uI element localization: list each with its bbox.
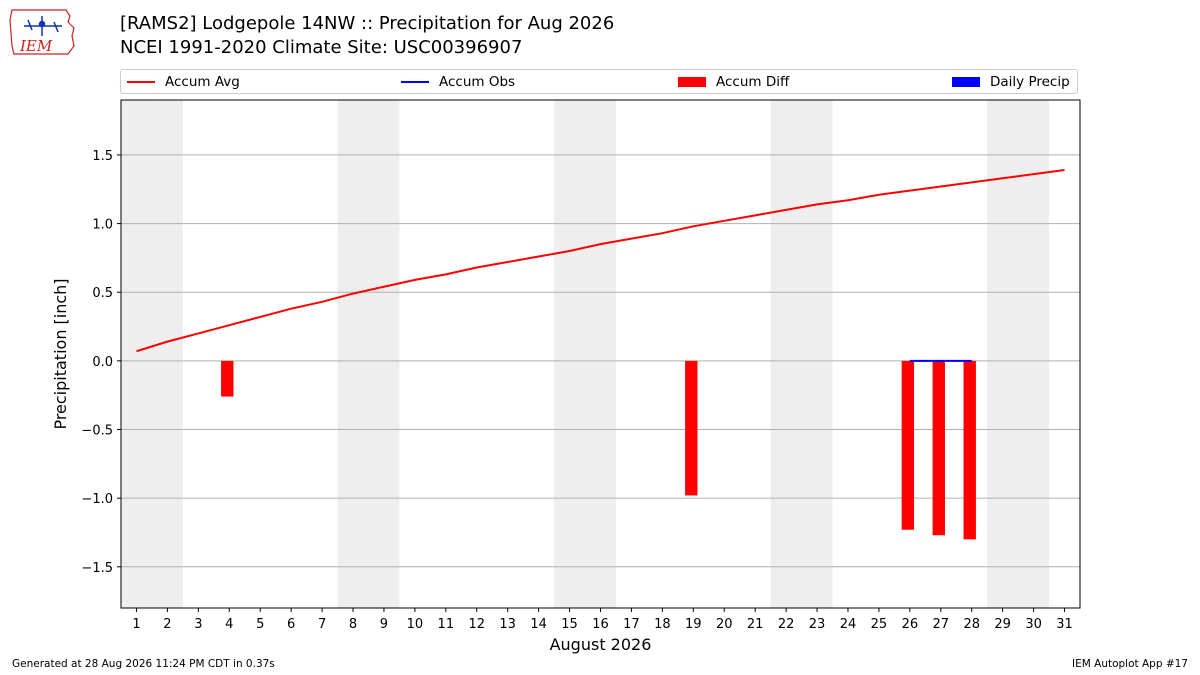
weather-station-icon — [24, 16, 62, 36]
x-tick-label: 7 — [318, 617, 326, 632]
x-tick-label: 16 — [592, 617, 609, 632]
y-tick-label: 0.5 — [92, 286, 113, 301]
generated-timestamp: Generated at 28 Aug 2026 11:24 PM CDT in… — [12, 658, 275, 670]
chart-title: [RAMS2] Lodgepole 14NW :: Precipitation … — [120, 13, 615, 34]
x-tick-label: 1 — [132, 617, 140, 632]
y-tick-label: −1.5 — [81, 561, 113, 576]
y-tick-label: −0.5 — [81, 424, 113, 439]
legend-label-accum-obs: Accum Obs — [439, 74, 516, 90]
logo-text: IEM — [19, 37, 53, 55]
x-tick-label: 30 — [1025, 617, 1042, 632]
x-tick-label: 22 — [778, 617, 795, 632]
legend-item-accum-diff: Accum Diff — [678, 73, 789, 91]
legend-swatch-accum-diff — [678, 77, 706, 87]
legend-label-daily-precip: Daily Precip — [990, 74, 1070, 90]
x-tick-label: 20 — [716, 617, 733, 632]
chart-subtitle: NCEI 1991-2020 Climate Site: USC00396907 — [120, 37, 523, 58]
diff-bars — [221, 360, 976, 540]
y-axis-ticks: −1.5 −1.0 −0.5 0.0 0.5 1.0 1.5 — [81, 149, 121, 576]
x-tick-label: 12 — [468, 617, 485, 632]
x-tick-label: 28 — [963, 617, 980, 632]
y-tick-label: 1.0 — [92, 218, 113, 233]
legend-item-daily-precip: Daily Precip — [952, 73, 1070, 91]
x-tick-label: 5 — [256, 617, 264, 632]
app-attribution: IEM Autoplot App #17 — [1072, 658, 1188, 670]
legend-label-accum-diff: Accum Diff — [716, 74, 790, 90]
x-tick-label: 6 — [287, 617, 295, 632]
bar-accum-diff — [685, 360, 698, 496]
weekend-band — [770, 100, 833, 608]
iem-logo: IEM — [9, 9, 75, 55]
legend-label-accum-avg: Accum Avg — [165, 74, 240, 90]
x-tick-label: 2 — [163, 617, 171, 632]
x-tick-label: 23 — [809, 617, 826, 632]
legend-item-accum-avg: Accum Avg — [127, 73, 240, 91]
y-gridlines — [121, 154, 1080, 568]
series-lines — [136, 169, 1065, 362]
line-accum-avg — [136, 169, 1065, 353]
legend-swatch-accum-avg — [127, 81, 155, 83]
weekend-band — [121, 100, 183, 608]
x-tick-label: 11 — [438, 617, 455, 632]
bar-accum-diff — [932, 360, 945, 536]
x-tick-label: 9 — [380, 617, 388, 632]
x-tick-label: 24 — [840, 617, 857, 632]
x-tick-label: 14 — [530, 617, 547, 632]
x-tick-label: 18 — [654, 617, 671, 632]
legend-swatch-accum-obs — [401, 81, 429, 83]
legend-item-accum-obs: Accum Obs — [401, 73, 515, 91]
weekend-band — [337, 100, 400, 608]
bar-accum-diff — [963, 360, 976, 540]
x-tick-label: 3 — [194, 617, 202, 632]
x-tick-label: 10 — [407, 617, 424, 632]
x-tick-label: 8 — [349, 617, 357, 632]
x-tick-label: 25 — [871, 617, 888, 632]
x-tick-label: 26 — [902, 617, 919, 632]
x-axis-label: August 2026 — [550, 635, 652, 654]
chart-legend: Accum Avg Accum Obs Accum Diff Daily Pre… — [120, 69, 1078, 94]
y-tick-label: −1.0 — [81, 492, 113, 507]
bar-accum-diff — [221, 360, 234, 397]
x-axis-ticks: 1 2 3 4 5 6 7 8 9 10 11 12 13 14 15 16 17 18 19 20 21 22 23 24 2… — [132, 608, 1073, 632]
bar-accum-diff — [901, 360, 915, 530]
y-tick-label: 1.5 — [92, 149, 113, 164]
x-tick-label: 27 — [933, 617, 950, 632]
x-tick-label: 21 — [747, 617, 764, 632]
x-tick-label: 17 — [623, 617, 640, 632]
x-tick-label: 31 — [1056, 617, 1073, 632]
x-tick-label: 29 — [994, 617, 1011, 632]
x-tick-label: 15 — [561, 617, 578, 632]
y-axis-label: Precipitation [inch] — [51, 278, 70, 429]
y-tick-label: 0.0 — [92, 355, 113, 370]
x-tick-label: 19 — [685, 617, 702, 632]
weekend-band — [554, 100, 616, 608]
weekend-shading — [121, 100, 1050, 608]
weekend-band — [987, 100, 1050, 608]
legend-swatch-daily-precip — [952, 77, 980, 87]
x-tick-label: 13 — [499, 617, 516, 632]
x-tick-label: 4 — [225, 617, 233, 632]
